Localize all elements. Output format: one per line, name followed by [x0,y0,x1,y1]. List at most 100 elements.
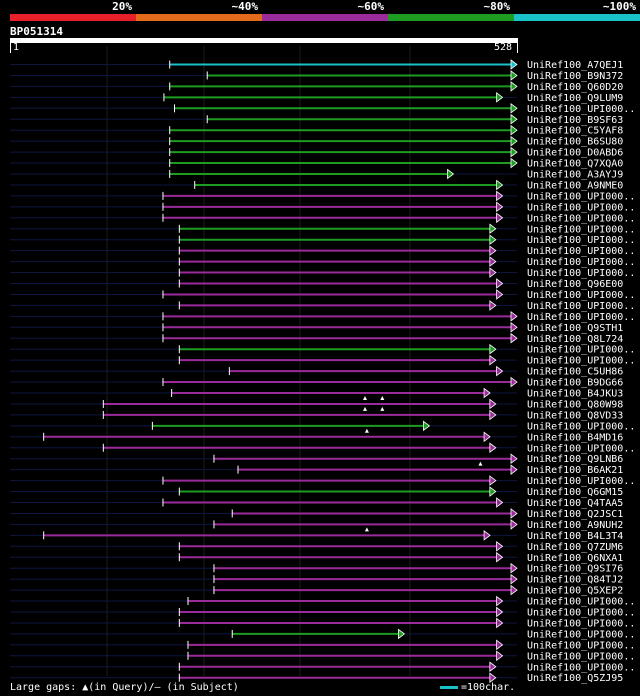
hit-label: UniRef100_UPI000.. [527,224,635,235]
hit-label: UniRef100_B4MD16 [527,432,623,443]
hit-label: UniRef100_UPI000.. [527,443,635,454]
hit-end-arrow [496,606,504,618]
hit-end-arrow [510,332,518,344]
hit-end-arrow [423,420,431,432]
hit-end-arrow [496,190,504,202]
hit-label: UniRef100_Q9LUM9 [527,93,623,104]
legend-swatch [10,14,136,21]
query-bar [10,38,518,43]
hit-end-arrow [496,639,504,651]
hit-end-arrow [489,234,497,245]
hit-end-arrow [510,157,518,169]
hit-label: UniRef100_UPI000.. [527,618,635,629]
legend-label: 20% [112,0,132,13]
gap-marker [364,428,369,433]
hit-label: UniRef100_Q96E00 [527,279,623,290]
hit-end-arrow [489,475,497,486]
hit-label: UniRef100_Q8L724 [527,334,623,345]
hit-end-arrow [496,212,504,224]
hit-label: UniRef100_B4JKU3 [527,389,623,400]
hit-label: UniRef100_UPI000.. [527,597,635,608]
hit-end-arrow [483,530,491,541]
hit-label: UniRef100_A7QEJ1 [527,60,623,71]
hit-end-arrow [489,256,497,267]
hit-end-arrow [496,92,504,103]
hit-label: UniRef100_Q4TAA5 [527,498,623,509]
hit-label: UniRef100_UPI000.. [527,290,635,301]
legend-swatch [388,14,514,21]
gap-marker [362,395,367,400]
hit-end-arrow [510,124,518,136]
legend-swatch [514,14,640,21]
hit-end-arrow [496,650,504,662]
hit-label: UniRef100_Q6GM15 [527,487,623,498]
hit-end-arrow [489,409,497,421]
hit-label: UniRef100_B6AK21 [527,465,623,476]
hit-label: UniRef100_Q80W98 [527,399,623,410]
hit-label: UniRef100_UPI000.. [527,202,635,213]
hit-end-arrow [483,431,491,443]
gap-marker [380,406,385,411]
hit-label: UniRef100_B6SU80 [527,137,623,148]
gap-marker [362,406,367,411]
hit-label: UniRef100_Q2JSC1 [527,509,623,520]
legend-label: ~40% [231,0,259,13]
hit-label: UniRef100_B9DG66 [527,378,623,389]
hit-label: UniRef100_Q6NXA1 [527,553,623,564]
hit-end-arrow [510,70,518,81]
hit-end-arrow [496,365,504,377]
hit-label: UniRef100_Q7XQA0 [527,159,623,170]
query-end-label: 528 [494,42,513,53]
hit-label: UniRef100_Q9LNB6 [527,454,623,465]
hit-label: UniRef100_Q8VD33 [527,410,623,421]
hit-label: UniRef100_UPI000.. [527,104,635,115]
hit-end-arrow [510,135,518,147]
hit-end-arrow [510,81,518,92]
hit-label: UniRef100_UPI000.. [527,246,635,257]
hit-label: UniRef100_D0ABD6 [527,148,623,159]
hit-label: UniRef100_Q9STH1 [527,323,623,334]
hit-end-arrow [489,661,497,673]
hit-end-arrow [510,311,518,322]
legend-label: ~60% [357,0,385,13]
hit-label: UniRef100_UPI000.. [527,629,635,640]
hit-end-arrow [489,245,497,256]
hit-end-arrow [489,300,497,311]
hit-label: UniRef100_UPI000.. [527,662,635,673]
gap-marker [380,395,385,400]
hit-end-arrow [496,595,504,607]
hit-label: UniRef100_A9NUH2 [527,520,623,531]
hit-label: UniRef100_UPI000.. [527,312,635,323]
hit-label: UniRef100_A3AYJ9 [527,170,623,181]
hit-end-arrow [489,398,497,410]
hit-label: UniRef100_UPI000.. [527,356,635,367]
scale-label: =100char. [461,682,516,693]
hit-end-arrow [496,551,504,563]
hit-end-arrow [510,453,518,465]
hit-end-arrow [489,343,497,355]
hit-end-arrow [496,179,504,191]
legend-swatch [262,14,388,21]
hit-label: UniRef100_UPI000.. [527,608,635,619]
query-end-tick [517,43,518,53]
hit-end-arrow [496,289,504,300]
hit-label: UniRef100_A9NME0 [527,180,623,191]
hit-label: UniRef100_Q5XEP2 [527,586,623,597]
hit-end-arrow [496,278,504,289]
hit-end-arrow [510,573,518,585]
hit-label: UniRef100_UPI000.. [527,191,635,202]
hit-end-arrow [510,103,518,114]
hit-label: UniRef100_C5UH86 [527,367,623,378]
hit-label: UniRef100_Q84TJ2 [527,575,623,586]
hit-end-arrow [510,584,518,596]
hit-end-arrow [496,497,504,508]
hit-label: UniRef100_UPI000.. [527,345,635,356]
hit-label: UniRef100_UPI000.. [527,257,635,268]
scale-bar [440,685,458,689]
legend-label: ~100% [602,0,636,13]
hit-end-arrow [489,354,497,366]
query-start-label: 1 [13,42,20,53]
hit-end-arrow [398,628,406,640]
hit-label: UniRef100_UPI000.. [527,421,635,432]
hit-label: UniRef100_Q60D20 [527,82,623,93]
